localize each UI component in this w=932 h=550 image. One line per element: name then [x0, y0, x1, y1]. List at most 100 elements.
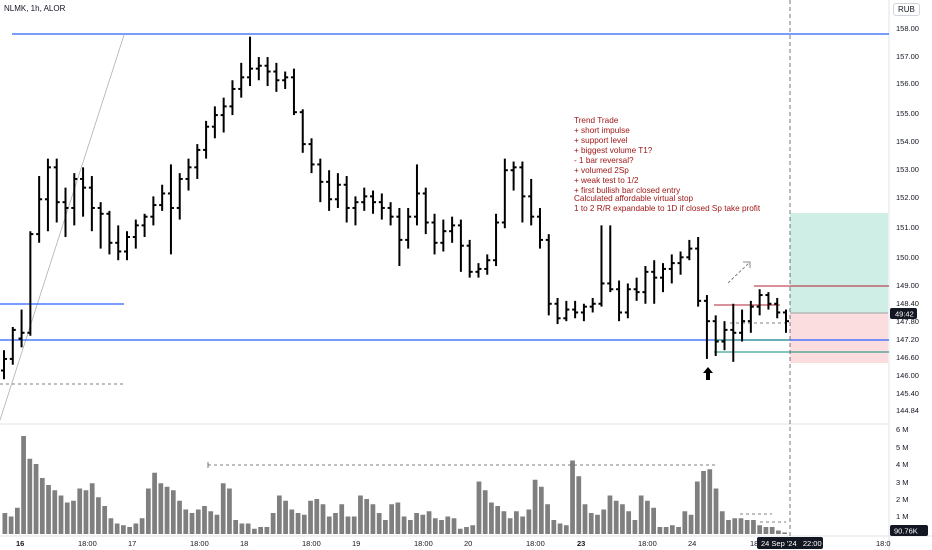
volume-bar [64, 502, 70, 534]
note-line: 1 to 2 R/R expandable to 1D if closed Sp… [574, 204, 761, 213]
volume-bar [751, 520, 756, 534]
projection-arrowhead [743, 261, 751, 268]
volume-bar [158, 483, 164, 534]
ohlc-bar [326, 170, 333, 211]
ohlc-bar [255, 57, 262, 81]
time-tick-label: 18:0 [876, 539, 891, 548]
price-bars [1, 36, 789, 380]
ohlc-bar [167, 164, 174, 255]
volume-bar [83, 490, 89, 534]
volume-bar [376, 513, 382, 534]
volume-bar [570, 460, 575, 534]
ohlc-bar [396, 207, 403, 267]
note-line: + first bullish bar closed entry [574, 186, 681, 195]
volume-bar [526, 509, 532, 534]
volume-axis[interactable]: 6 M 5 M 4 M 3 M 2 M 1 M [896, 425, 909, 521]
volume-bar [657, 527, 663, 534]
ohlc-bar [290, 68, 297, 116]
volume-bar [489, 502, 494, 534]
price-tick-label: 145.40 [896, 389, 919, 398]
trade-notes[interactable]: Trend Trade + short impulse + support le… [574, 116, 761, 213]
currency-button[interactable]: RUB [893, 3, 920, 16]
volume-bar [607, 495, 613, 534]
ohlc-bar [695, 236, 702, 307]
ohlc-bar [510, 161, 517, 191]
projection-arrow[interactable] [727, 261, 751, 284]
volume-bar [426, 511, 432, 534]
ohlc-bar [352, 196, 359, 226]
ohlc-bar [536, 207, 543, 249]
ohlc-bar [747, 300, 754, 333]
volume-bar [645, 500, 650, 534]
volume-tick-label: 3 M [896, 478, 909, 487]
volume-bar [270, 513, 276, 534]
volume-bar [563, 525, 569, 534]
volume-bar [682, 511, 688, 534]
ohlc-bar [721, 321, 728, 351]
ohlc-bar [44, 158, 51, 232]
volume-bar [52, 490, 58, 534]
ohlc-bar [563, 300, 570, 322]
ohlc-bar [317, 158, 324, 203]
ohlc-bar [651, 260, 658, 304]
time-tick-label: 18:00 [190, 539, 209, 548]
time-tick-label: 23 [577, 539, 585, 548]
note-line: Trend Trade [574, 116, 619, 125]
volume-bar [370, 504, 376, 534]
volume-value-box [890, 525, 928, 536]
volume-tick-label: 2 M [896, 495, 909, 504]
volume-bar [364, 499, 370, 534]
ohlc-bar [387, 202, 394, 226]
volume-bar [464, 527, 469, 534]
volume-bar [613, 500, 619, 534]
volume-bar [264, 527, 270, 534]
price-tick-label: 146.00 [896, 371, 919, 380]
price-axis[interactable]: 158.00 157.00 156.00 155.00 154.00 153.0… [896, 24, 919, 415]
ohlc-bar [528, 178, 535, 226]
volume-bar [351, 516, 357, 534]
volume-bar [127, 527, 132, 534]
volume-bar [738, 518, 744, 534]
ohlc-bar [18, 309, 25, 348]
volume-bar [601, 509, 607, 534]
price-tick-label: 149.00 [896, 281, 919, 290]
volume-bar [757, 525, 763, 534]
price-tick-label: 157.00 [896, 52, 919, 61]
volume-bar [114, 523, 120, 534]
volume-bar [289, 509, 295, 534]
note-line: - 1 bar reversal? [574, 156, 634, 165]
volume-bar [252, 528, 257, 534]
trend-line[interactable] [0, 34, 125, 421]
loss-zone[interactable] [790, 313, 888, 363]
volume-tick-label: 5 M [896, 443, 909, 452]
volume-bar [258, 527, 263, 534]
volume-bar [2, 513, 8, 534]
volume-tick-label: 4 M [896, 460, 909, 469]
ohlc-bar [554, 297, 561, 325]
time-tick-label: 18:00 [78, 539, 97, 548]
volume-bar [763, 527, 769, 534]
ohlc-bar [194, 144, 201, 179]
volume-bar [445, 516, 451, 534]
volume-bar [520, 516, 525, 534]
volume-bar [638, 495, 644, 534]
volume-bar [295, 513, 301, 534]
profit-zone[interactable] [790, 213, 888, 313]
note-line: + support level [574, 136, 628, 145]
ohlc-bar [703, 295, 710, 359]
ohlc-bar [783, 309, 789, 333]
volume-bar [557, 523, 563, 534]
volume-bar [676, 527, 681, 534]
volume-bar [283, 500, 288, 534]
volume-bar [202, 506, 207, 534]
volume-bar [108, 518, 114, 534]
ohlc-bar [106, 210, 113, 255]
volume-bar [208, 511, 214, 534]
price-tick-label: 153.00 [896, 165, 919, 174]
note-line: + weak test to 1/2 [574, 176, 639, 185]
volume-bar [663, 527, 669, 534]
time-tick-label: 24 [688, 539, 696, 548]
ohlc-bar [686, 239, 693, 261]
price-tick-label: 147.80 [896, 317, 919, 326]
